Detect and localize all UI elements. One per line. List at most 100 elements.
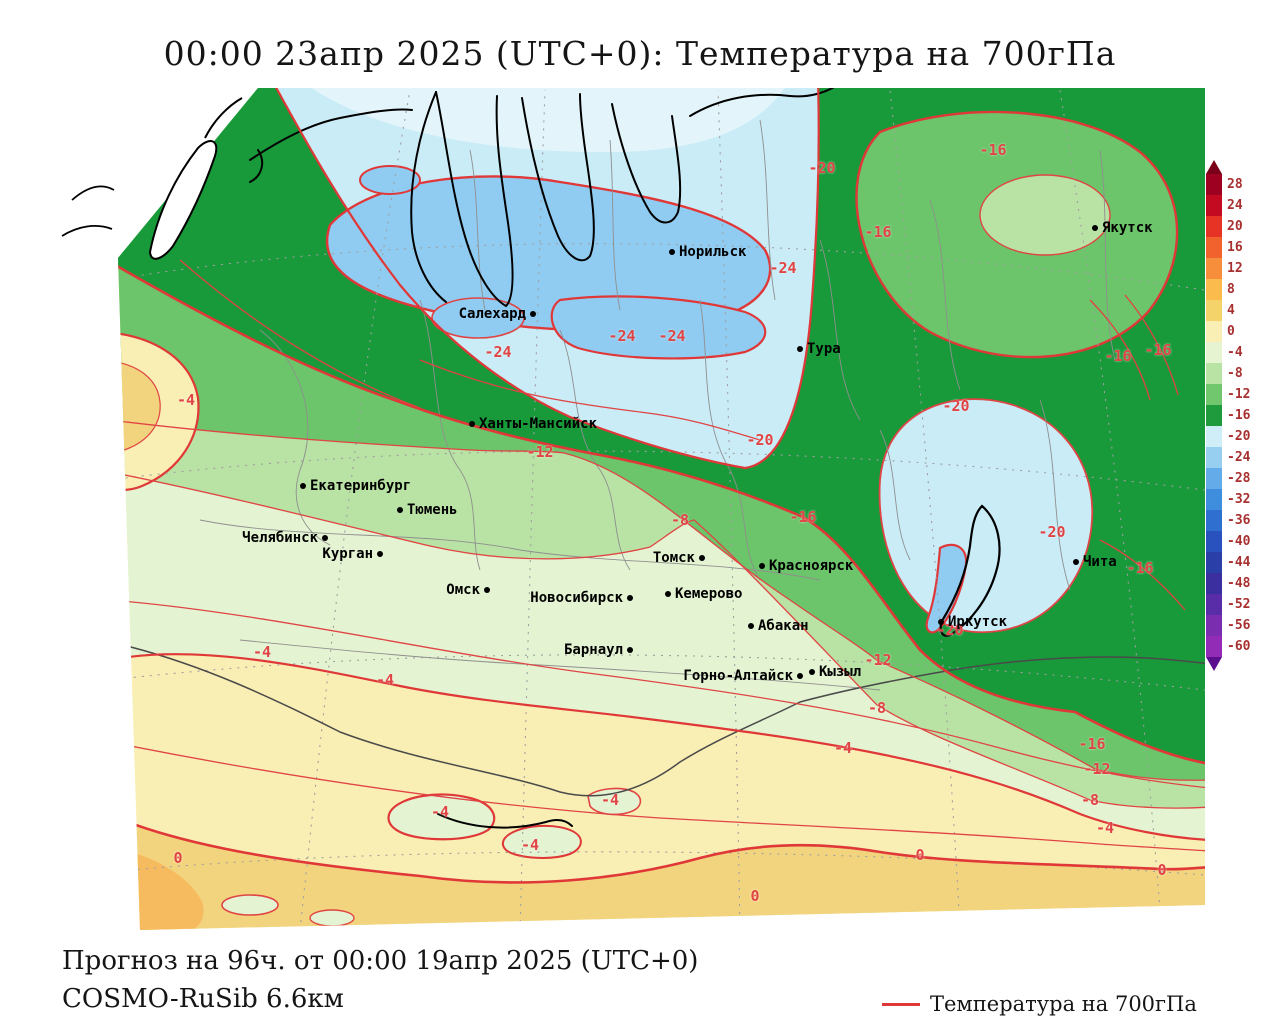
colorbar-tick-label: 4 (1227, 303, 1235, 318)
colorbar-tick-label: 0 (1227, 324, 1235, 339)
colorbar-tick-label: 28 (1227, 177, 1243, 192)
map-title: 00:00 23апр 2025 (UTC+0): Температура на… (163, 34, 1117, 73)
colorbar-swatch (1206, 258, 1222, 279)
colorbar-tick-label: 12 (1227, 261, 1243, 276)
island-outline (148, 140, 218, 260)
colorbar-band: -36 (1206, 510, 1250, 531)
colorbar-arrow-top (1206, 160, 1222, 174)
colorbar-tick-label: -56 (1227, 618, 1251, 633)
colorbar-band: -4 (1206, 342, 1250, 363)
contour-line-minor-4 (118, 741, 1205, 852)
cool-pocket-altai-3 (587, 787, 642, 816)
colorbar-band: 16 (1206, 237, 1250, 258)
colorbar-band: -32 (1206, 489, 1250, 510)
colorbar-swatch (1206, 531, 1222, 552)
ne-core-light-spot (979, 174, 1111, 256)
colorbar-tick-label: -40 (1227, 534, 1251, 549)
legend-label: Температура на 700гПа (930, 992, 1197, 1016)
colorbar-band: 8 (1206, 279, 1250, 300)
colorbar-swatch (1206, 426, 1222, 447)
colorbar-swatch (1206, 468, 1222, 489)
cool-pocket-sw-2 (309, 909, 355, 927)
country-border (118, 641, 1205, 797)
colorbar-swatch (1206, 552, 1222, 573)
cool-pocket-altai-2 (501, 824, 582, 859)
colorbar-rows: 28 24 20 16 12 8 4 0 -4 -8 -12 -16 -20 -24 -28 -32 -36 -4… (1206, 174, 1250, 657)
contour-line-minor-5 (1089, 299, 1151, 401)
model-info: COSMO-RuSib 6.6км (62, 984, 344, 1014)
colorbar-tick-label: -12 (1227, 387, 1251, 402)
colorbar-tick-label: -52 (1227, 597, 1251, 612)
colorbar-tick-label: -4 (1227, 345, 1243, 360)
colorbar-swatch (1206, 342, 1222, 363)
contour-line-minor-1 (419, 359, 761, 441)
colorbar: 28 24 20 16 12 8 4 0 -4 -8 -12 -16 -20 -24 -28 -32 -36 -4… (1206, 160, 1250, 671)
colorbar-swatch (1206, 636, 1222, 657)
colorbar-band: 0 (1206, 321, 1250, 342)
colorbar-band: -24 (1206, 447, 1250, 468)
coast-fragment-1 (71, 185, 115, 201)
contour-line-minor-6 (1124, 294, 1179, 396)
contour-line--20 (271, 88, 820, 470)
colorbar-band: -60 (1206, 636, 1250, 657)
colorbar-tick-label: 8 (1227, 282, 1235, 297)
colorbar-tick-label: -44 (1227, 555, 1251, 570)
baikal-blue-spot (925, 543, 968, 634)
colorbar-band: -8 (1206, 363, 1250, 384)
contour-line--16 (118, 260, 1205, 766)
colorbar-tick-label: -32 (1227, 492, 1251, 507)
colorbar-band: -40 (1206, 531, 1250, 552)
contours-thick (118, 260, 1205, 884)
colorbar-tick-label: -20 (1227, 429, 1251, 444)
colorbar-band: -48 (1206, 573, 1250, 594)
colorbar-band: 20 (1206, 216, 1250, 237)
arctic-pale-strip (300, 88, 790, 153)
colorbar-band: 12 (1206, 258, 1250, 279)
colorbar-tick-label: -28 (1227, 471, 1251, 486)
colorbar-tick-label: 20 (1227, 219, 1243, 234)
contour-line-minor-3 (118, 599, 1205, 789)
lake-baikal-outline (939, 504, 1001, 637)
colorbar-swatch (1206, 615, 1222, 636)
colorbar-swatch (1206, 594, 1222, 615)
colorbar-tick-label: -48 (1227, 576, 1251, 591)
cold-pool-blue-4 (359, 165, 421, 195)
contour-line--12 (118, 419, 1205, 781)
colorbar-tick-label: 24 (1227, 198, 1243, 213)
colorbar-swatch (1206, 279, 1222, 300)
colorbar-band: -20 (1206, 426, 1250, 447)
colorbar-swatch (1206, 195, 1222, 216)
map-legend: Температура на 700гПа (882, 992, 1197, 1016)
colorbar-tick-label: -36 (1227, 513, 1251, 528)
colorbar-tick-label: -16 (1227, 408, 1251, 423)
contour-line-minor-7 (1099, 539, 1186, 611)
colorbar-swatch (1206, 489, 1222, 510)
graticule (118, 89, 1205, 930)
cold-pool-blue-3 (431, 297, 525, 339)
colorbar-swatch (1206, 573, 1222, 594)
contour-line-minor-2 (179, 259, 421, 409)
contour-line--8 (118, 471, 1205, 809)
colorbar-band: -16 (1206, 405, 1250, 426)
colorbar-swatch (1206, 363, 1222, 384)
colorbar-band: 4 (1206, 300, 1250, 321)
contours-medium (118, 88, 1205, 842)
colorbar-swatch (1206, 174, 1222, 195)
cold-pool-blue-2 (550, 295, 767, 360)
colorbar-swatch (1206, 321, 1222, 342)
colorbar-swatch (1206, 447, 1222, 468)
colorbar-swatch (1206, 510, 1222, 531)
cool-pocket-sw-1 (221, 894, 279, 916)
band-tan-south (118, 815, 1205, 930)
baikal-cold-pocket (878, 398, 1094, 633)
coastlines (249, 88, 1001, 829)
colorbar-band: 28 (1206, 174, 1250, 195)
coast-fragment-2 (61, 225, 113, 237)
colorbar-band: -56 (1206, 615, 1250, 636)
colorbar-tick-label: 16 (1227, 240, 1243, 255)
colorbar-swatch (1206, 384, 1222, 405)
colorbar-arrow-bottom (1206, 657, 1222, 671)
contour-line--4 (118, 653, 1205, 842)
